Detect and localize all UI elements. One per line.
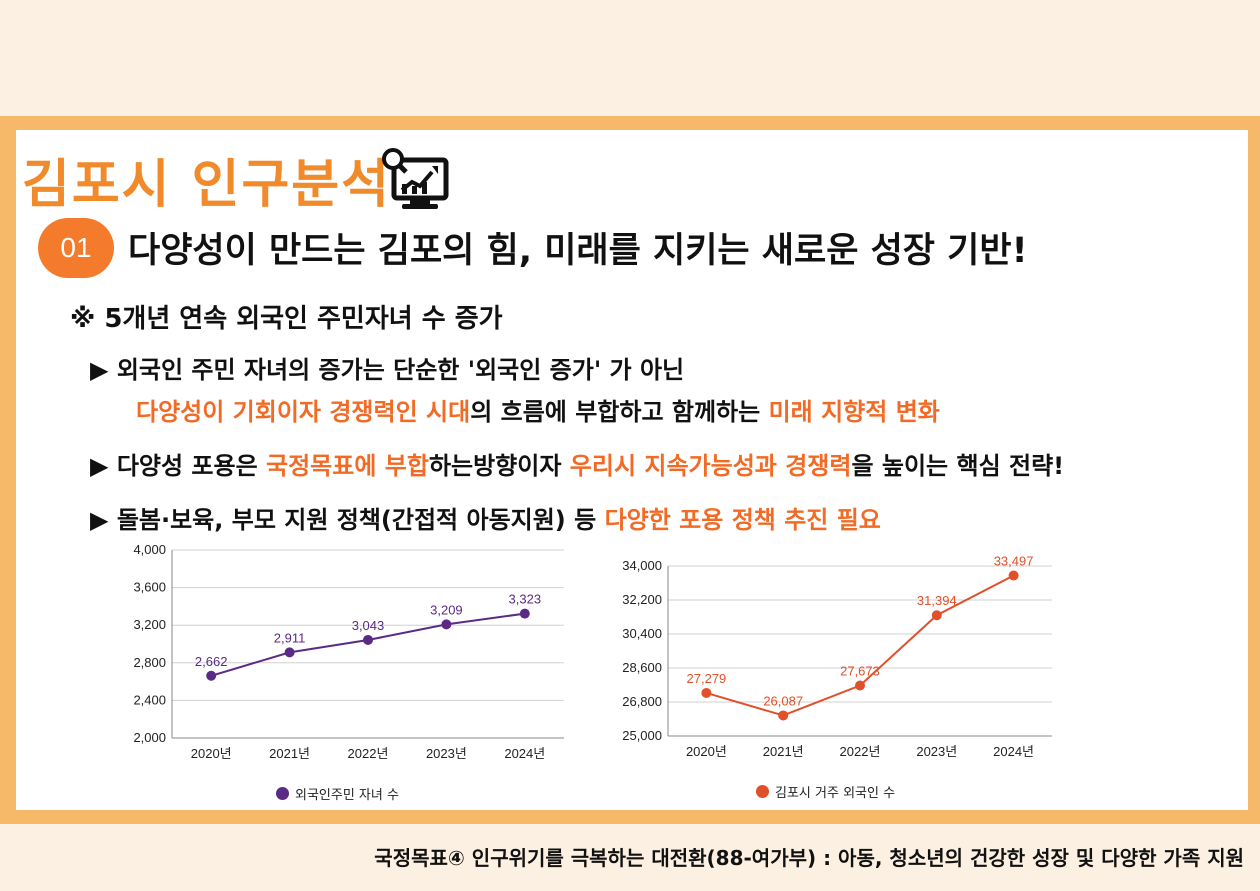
y-tick-label: 28,600 — [622, 660, 662, 675]
data-label: 31,394 — [917, 593, 957, 608]
data-point — [931, 610, 942, 621]
subheading: ※ 5개년 연속 외국인 주민자녀 수 증가 — [70, 304, 503, 334]
series-line — [706, 574, 1015, 717]
bullet-1: ▶ 외국인 주민 자녀의 증가는 단순한 '외국인 증가' 가 아닌 — [90, 350, 684, 385]
legend-marker — [276, 787, 289, 800]
chart-foreign-children: 2,000 2,400 2,800 3,200 3,600 4,000 2020년 2021년… — [133, 542, 564, 761]
bullet-text: 하는방향이자 — [428, 452, 570, 480]
data-point — [363, 634, 373, 645]
y-tick-label: 3,200 — [133, 617, 166, 632]
headline: 다양성이 만드는 김포의 힘, 미래를 지키는 새로운 성장 기반! — [128, 231, 1028, 271]
section-number-badge: 01 — [38, 218, 114, 278]
bullet-text: 다양성 포용은 — [108, 452, 267, 480]
bullet-2: ▶ 다양성 포용은 국정목표에 부합하는방향이자 우리시 지속가능성과 경쟁력을… — [90, 446, 1064, 481]
x-tick-label: 2024년 — [504, 746, 545, 761]
y-tick-label: 26,800 — [622, 694, 662, 709]
data-point — [855, 680, 865, 691]
data-point — [1008, 570, 1019, 581]
arrow-icon: ▶ — [90, 452, 109, 480]
analytics-monitor-icon — [382, 148, 449, 209]
data-label: 27,673 — [840, 664, 880, 679]
content-panel — [16, 130, 1248, 810]
legend-label: 김포시 거주 외국인 수 — [775, 786, 896, 801]
data-label: 3,209 — [430, 602, 463, 617]
x-tick-label: 2023년 — [916, 744, 957, 759]
y-tick-label: 2,000 — [133, 730, 166, 745]
x-tick-label: 2021년 — [269, 746, 310, 761]
brand-title: 김포시 인구분석 — [22, 155, 391, 215]
x-tick-label: 2023년 — [426, 746, 467, 761]
data-point — [519, 608, 530, 619]
bullet-text: 의 흐름에 부합하고 함께하는 — [470, 398, 769, 426]
bullet-3: ▶ 돌봄·보육, 부모 지원 정책(간접적 아동지원) 등 다양한 포용 정책 … — [90, 500, 881, 535]
data-label: 2,911 — [274, 630, 306, 645]
data-label: 33,497 — [994, 554, 1034, 569]
legend-foreign-residents: 김포시 거주 외국인 수 — [756, 782, 895, 801]
legend-foreign-children: 외국인주민 자녀 수 — [276, 784, 399, 803]
data-point — [778, 710, 789, 721]
y-tick-label: 32,200 — [622, 592, 662, 607]
bullet-1-continuation: 다양성이 기회이자 경쟁력인 시대의 흐름에 부합하고 함께하는 미래 지향적 … — [136, 392, 940, 427]
x-tick-label: 2022년 — [840, 744, 881, 759]
arrow-icon: ▶ — [90, 356, 109, 384]
bullet-text: 을 높이는 핵심 전략! — [851, 452, 1065, 480]
bullet-text: 외국인 주민 자녀의 증가는 단순한 '외국인 증가' 가 아닌 — [108, 356, 685, 384]
x-tick-label: 2024년 — [993, 744, 1034, 759]
data-point — [441, 619, 452, 630]
data-point — [284, 647, 295, 658]
y-tick-label: 4,000 — [133, 542, 166, 557]
chart-foreign-residents: 25,000 26,800 28,600 30,400 32,200 34,000 2020… — [622, 554, 1052, 759]
y-tick-label: 25,000 — [622, 728, 662, 743]
data-label: 2,662 — [195, 654, 228, 669]
x-tick-label: 2020년 — [686, 744, 727, 759]
data-label: 3,043 — [352, 618, 385, 633]
highlight-text: 다양한 포용 정책 추진 필요 — [604, 506, 881, 534]
y-tick-label: 34,000 — [622, 558, 662, 573]
y-tick-label: 2,800 — [133, 655, 166, 670]
data-label: 27,279 — [687, 671, 727, 686]
data-label: 26,087 — [763, 693, 803, 708]
x-tick-label: 2022년 — [348, 746, 389, 761]
highlight-text: 국정목표에 부합 — [266, 452, 429, 480]
highlight-text: 미래 지향적 변화 — [768, 398, 940, 426]
data-point — [206, 670, 217, 681]
highlight-text: 우리시 지속가능성과 경쟁력 — [569, 452, 852, 480]
data-label: 3,323 — [509, 592, 542, 607]
x-tick-label: 2020년 — [191, 746, 232, 761]
y-tick-label: 2,400 — [133, 692, 166, 707]
footer-note: 국정목표④ 인구위기를 극복하는 대전환(88-여가부) : 아동, 청소년의 … — [374, 846, 1244, 870]
arrow-icon: ▶ — [90, 506, 109, 534]
y-tick-label: 3,600 — [133, 580, 166, 595]
highlight-text: 다양성이 기회이자 경쟁력인 시대 — [136, 398, 471, 426]
bullet-text: 돌봄·보육, 부모 지원 정책(간접적 아동지원) 등 — [108, 506, 605, 534]
legend-label: 외국인주민 자녀 수 — [295, 788, 399, 803]
legend-marker — [756, 785, 769, 798]
x-tick-label: 2021년 — [763, 744, 804, 759]
y-tick-label: 30,400 — [622, 626, 662, 641]
data-point — [701, 687, 712, 698]
